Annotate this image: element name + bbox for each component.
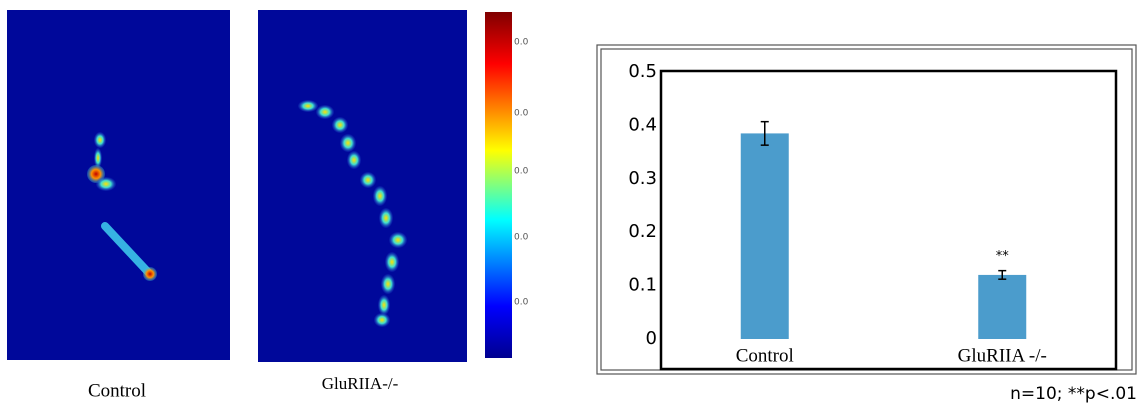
image-label: Control xyxy=(88,380,146,401)
y-tick-label: 0 xyxy=(646,328,657,349)
y-tick-label: 0.5 xyxy=(628,61,657,82)
chart-frame xyxy=(597,45,1136,374)
heatmaps: Control GluRIIA-/- xyxy=(7,10,512,401)
colorbar-label: 0.0 xyxy=(514,298,529,308)
x-tick-label: Control xyxy=(736,345,794,366)
plot-area xyxy=(661,71,1116,369)
footnote: n=10; **p<.01 xyxy=(1010,384,1137,404)
colorbar-label: 0.0 xyxy=(514,233,529,243)
heatmap-mutant xyxy=(258,10,467,362)
page: {"images": [{"label": "Control"}, {"labe… xyxy=(0,0,1142,413)
y-tick-label: 0.2 xyxy=(628,221,657,242)
x-tick-label: GluRIIA -/- xyxy=(958,345,1047,366)
colorbar-label: 0.0 xyxy=(514,109,529,119)
figure: Control GluRIIA-/- 0.0 0.0 0.0 0.0 0.0 0 0.1 0.… xyxy=(0,0,1142,413)
bar xyxy=(978,275,1026,339)
colorbar xyxy=(485,12,512,358)
colorbar-label: 0.0 xyxy=(514,38,529,48)
y-tick-label: 0.3 xyxy=(628,168,657,189)
bar xyxy=(741,133,789,339)
heatmap-control xyxy=(7,10,230,360)
significance-annotation: ** xyxy=(996,249,1010,264)
y-tick-label: 0.4 xyxy=(628,114,657,135)
colorbar-label: 0.0 xyxy=(514,167,529,177)
image-label: GluRIIA-/- xyxy=(322,374,399,393)
y-tick-label: 0.1 xyxy=(628,275,657,296)
